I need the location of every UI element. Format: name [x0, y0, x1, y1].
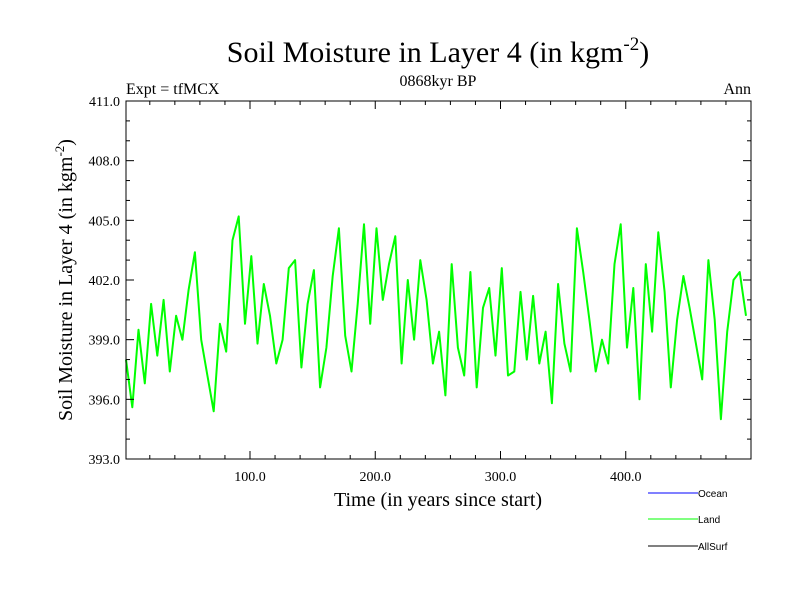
subtitle-center: 0868kyr BP: [400, 73, 477, 90]
subtitle-left: Expt = tfMCX: [126, 81, 220, 98]
y-tick-label: 396.0: [89, 393, 121, 408]
x-axis-label: Time (in years since start): [334, 489, 542, 511]
x-tick-label: 300.0: [485, 470, 517, 485]
x-tick-label: 100.0: [234, 470, 266, 485]
series-layer: [125, 215, 747, 421]
series-line-land: [125, 215, 747, 421]
chart-title: Soil Moisture in Layer 4 (in kgm-2): [227, 34, 649, 69]
legend-label-allsurf: AllSurf: [698, 542, 728, 553]
x-tick-label: 200.0: [359, 470, 391, 485]
legend: Ocean Land AllSurf: [648, 489, 728, 553]
y-tick-label: 399.0: [89, 334, 121, 349]
legend-label-land: Land: [698, 515, 720, 526]
y-tick-label: 411.0: [89, 95, 120, 110]
y-axis-label: Soil Moisture in Layer 4 (in kgm-2): [52, 139, 77, 421]
y-tick-label: 408.0: [89, 155, 121, 170]
legend-label-ocean: Ocean: [698, 489, 727, 500]
y-tick-label: 393.0: [89, 453, 121, 468]
subtitle-right: Ann: [723, 81, 751, 98]
plot-frame: [125, 100, 752, 460]
x-tick-label: 400.0: [610, 470, 642, 485]
plot-area: 393.0 396.0 399.0 402.0 405.0 408.0 411.0 100.0…: [89, 95, 752, 485]
y-tick-label: 405.0: [89, 214, 121, 229]
y-tick-label: 402.0: [89, 274, 121, 289]
